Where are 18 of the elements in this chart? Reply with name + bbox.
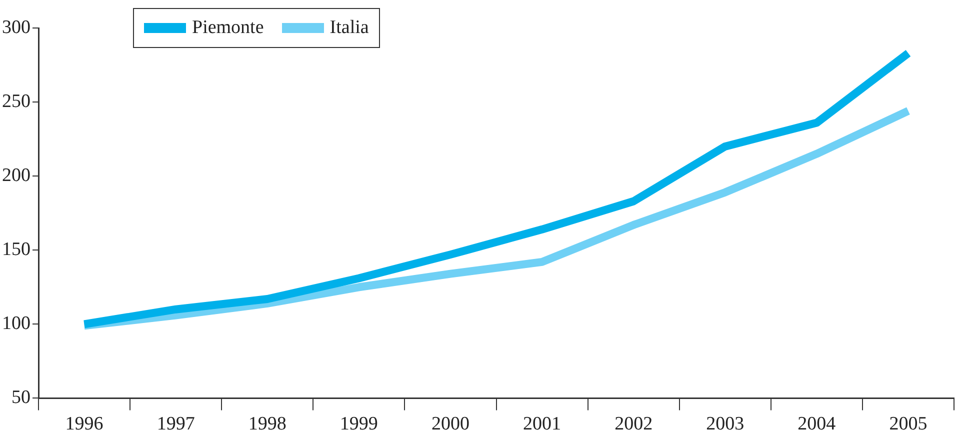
y-tick-label: 300 bbox=[2, 16, 30, 38]
legend-label: Piemonte bbox=[192, 17, 264, 39]
x-tick-label: 2004 bbox=[798, 414, 836, 435]
x-tick-label: 1998 bbox=[248, 414, 286, 435]
legend-label: Italia bbox=[330, 17, 369, 39]
y-tick-label: 100 bbox=[2, 313, 30, 334]
x-tick-label: 2003 bbox=[706, 414, 744, 435]
x-tick-label: 2001 bbox=[523, 414, 562, 435]
x-tick-label: 2000 bbox=[431, 414, 470, 435]
x-tick-label: 2005 bbox=[889, 414, 928, 435]
x-tick-label: 1997 bbox=[156, 414, 195, 435]
x-tick-label: 1999 bbox=[340, 414, 378, 435]
x-tick-label: 1996 bbox=[65, 414, 104, 435]
x-tick-label: 2002 bbox=[614, 414, 653, 435]
y-tick-label: 250 bbox=[2, 91, 30, 112]
y-tick-label: 150 bbox=[2, 239, 30, 260]
y-tick-label: 50 bbox=[12, 387, 30, 408]
y-tick-label: 200 bbox=[2, 165, 30, 186]
